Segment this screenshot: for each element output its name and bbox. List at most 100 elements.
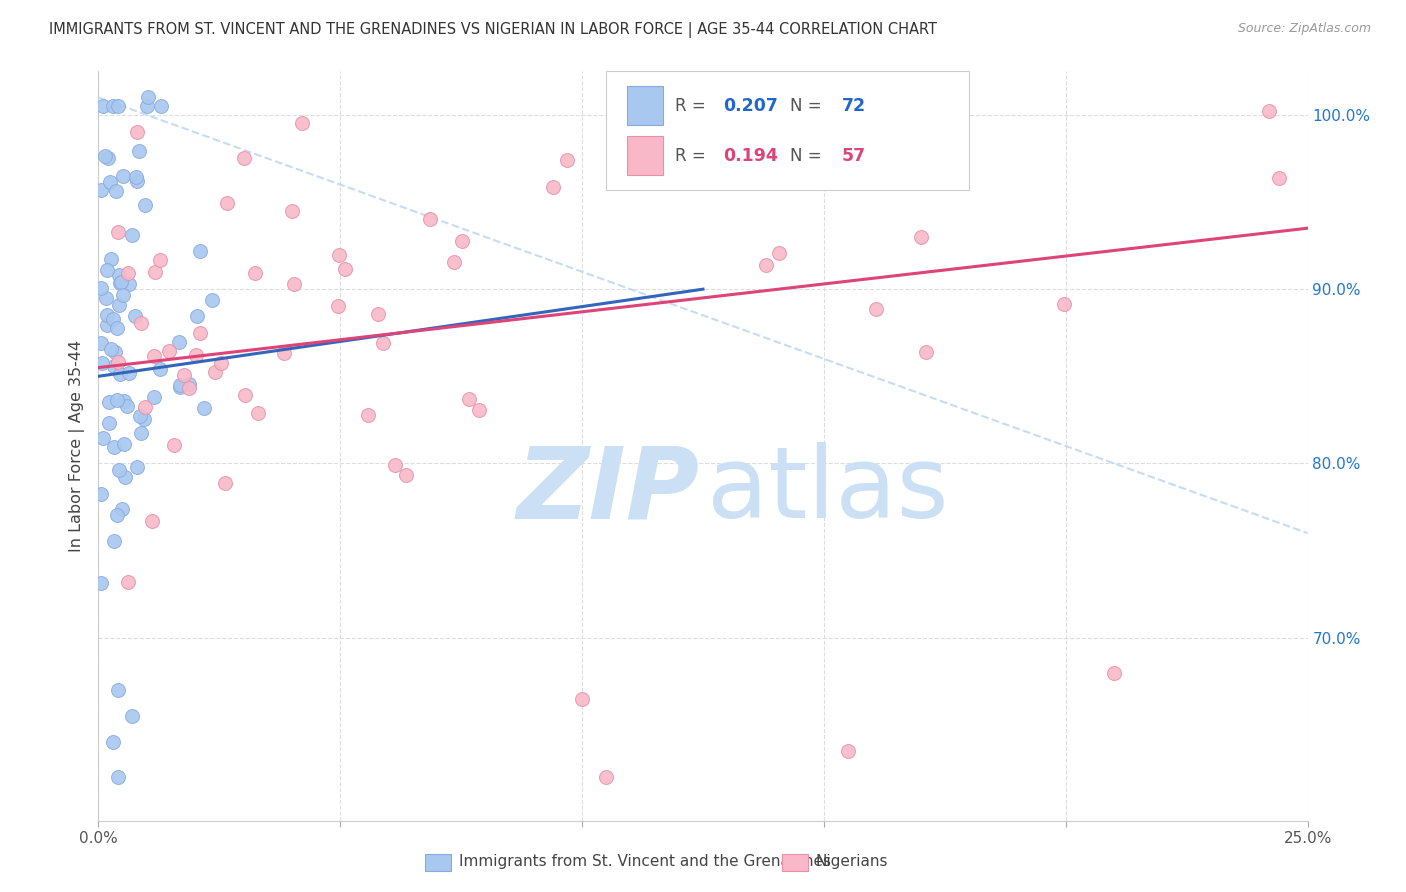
Point [163, 438, 186, 452]
Point [108, 463, 131, 477]
Point [468, 403, 491, 417]
Point [112, 288, 135, 302]
Point [443, 255, 465, 269]
Point [395, 468, 418, 483]
Point [117, 266, 139, 280]
Text: 57: 57 [842, 147, 866, 165]
Text: Nigerians: Nigerians [815, 855, 889, 870]
Point [571, 691, 593, 706]
Point [188, 326, 211, 340]
Point [214, 476, 236, 491]
Point [134, 412, 156, 426]
Point [149, 362, 172, 376]
Bar [627, 87, 664, 125]
Point [1267, 171, 1289, 186]
Point [100, 343, 122, 357]
Text: Immigrants from St. Vincent and the Grenadines: Immigrants from St. Vincent and the Gren… [458, 855, 831, 870]
Point [107, 682, 129, 697]
Point [96, 318, 118, 332]
Point [105, 508, 128, 523]
Point [125, 170, 148, 185]
Text: N =: N = [790, 97, 827, 115]
Point [96, 263, 118, 277]
Point [94, 149, 117, 163]
Point [235, 388, 257, 402]
Point [107, 225, 129, 239]
Point [232, 152, 254, 166]
Text: 0.207: 0.207 [724, 97, 779, 115]
Point [112, 436, 135, 450]
Text: atlas: atlas [707, 442, 948, 540]
Point [96, 308, 118, 322]
Point [177, 381, 200, 395]
Text: Source: ZipAtlas.com: Source: ZipAtlas.com [1237, 22, 1371, 36]
Point [333, 261, 356, 276]
Text: ZIP: ZIP [516, 442, 699, 540]
Point [128, 144, 150, 158]
Point [281, 203, 304, 218]
Point [110, 367, 132, 381]
Point [865, 301, 887, 316]
Point [108, 298, 131, 312]
Point [135, 99, 157, 113]
Point [143, 265, 166, 279]
Point [90, 336, 112, 351]
Point [169, 380, 191, 394]
Point [134, 400, 156, 414]
Point [356, 408, 378, 422]
FancyBboxPatch shape [606, 71, 969, 190]
Point [118, 277, 141, 292]
Point [177, 377, 200, 392]
Point [246, 406, 269, 420]
Point [188, 244, 211, 259]
Point [90, 356, 112, 370]
Point [150, 99, 173, 113]
Point [167, 335, 190, 350]
Point [149, 252, 172, 267]
Point [103, 440, 125, 454]
Point [273, 345, 295, 359]
Point [101, 735, 124, 749]
Point [173, 368, 195, 382]
Point [98, 416, 121, 430]
Bar [627, 136, 664, 175]
Point [118, 367, 141, 381]
Point [450, 235, 472, 249]
Text: 72: 72 [842, 97, 866, 115]
Point [91, 99, 114, 113]
Point [1053, 296, 1076, 310]
Point [103, 534, 125, 549]
Point [105, 321, 128, 335]
Point [121, 709, 143, 723]
Point [142, 349, 165, 363]
Point [209, 356, 232, 370]
Point [910, 230, 932, 244]
Point [136, 90, 159, 104]
Point [90, 487, 112, 501]
Point [837, 744, 859, 758]
Point [458, 392, 481, 406]
Point [107, 268, 129, 282]
Point [157, 344, 180, 359]
Point [129, 409, 152, 423]
Point [129, 316, 152, 330]
Point [283, 277, 305, 291]
Point [108, 276, 131, 290]
Point [100, 252, 122, 267]
Point [142, 390, 165, 404]
Point [384, 458, 406, 472]
Point [114, 470, 136, 484]
Point [112, 394, 135, 409]
Point [555, 153, 578, 167]
Point [124, 309, 146, 323]
Point [1257, 104, 1279, 119]
Point [134, 198, 156, 212]
Point [141, 514, 163, 528]
Point [98, 395, 121, 409]
Point [107, 770, 129, 784]
Point [193, 401, 215, 415]
Point [169, 378, 191, 392]
Point [105, 392, 128, 407]
Point [201, 293, 224, 307]
Point [97, 152, 120, 166]
